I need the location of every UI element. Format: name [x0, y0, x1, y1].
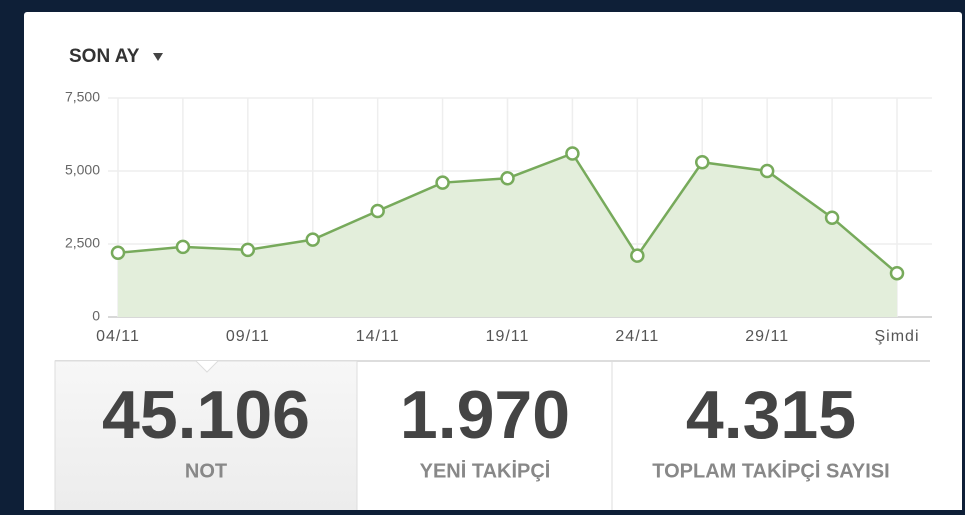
- x-tick-label: 14/11: [356, 328, 400, 345]
- stat-value: 1.970: [400, 377, 570, 453]
- point: [759, 163, 775, 179]
- x-tick-label: 29/11: [745, 328, 789, 345]
- stats: 45.106 NOT 1.970 YENİ TAKİPÇİ 4.315 TOPLAM TA…: [102, 377, 890, 482]
- point: [500, 171, 515, 186]
- area: [118, 153, 897, 317]
- chart: 0 2,500 5,000 7,500 04/11 09/11 14/11 19/11 24/1…: [65, 89, 932, 345]
- pointer: [195, 360, 219, 373]
- point: [240, 242, 256, 258]
- x-tick-label: 24/11: [615, 328, 659, 345]
- point: [175, 239, 191, 255]
- point: [435, 175, 450, 190]
- point: [695, 154, 710, 170]
- x-tick-label: 19/11: [486, 328, 530, 345]
- point: [630, 248, 645, 263]
- point: [565, 146, 580, 161]
- point: [370, 203, 385, 219]
- period-dropdown[interactable]: SON AY: [69, 46, 140, 67]
- dropdown-arrow[interactable]: [153, 53, 163, 61]
- stat-value: 4.315: [686, 377, 856, 453]
- stat-label: YENİ TAKİPÇİ: [420, 459, 551, 482]
- y-tick-label: 2,500: [65, 235, 100, 251]
- stat-label: NOT: [185, 460, 227, 482]
- point: [824, 210, 840, 225]
- y-tick-label: 7,500: [65, 89, 100, 105]
- x-tick-label: Şimdi: [874, 328, 919, 345]
- stat-label: TOPLAM TAKİPÇİ SAYISI: [652, 459, 889, 482]
- stat-selected-bg: [54, 360, 358, 512]
- y-tick-label: 0: [92, 308, 100, 324]
- x-tick-label: 09/11: [226, 328, 270, 345]
- point: [110, 245, 126, 261]
- stat-value: 45.106: [102, 377, 310, 453]
- point: [305, 232, 320, 247]
- x-tick-label: 04/11: [96, 328, 140, 345]
- point: [889, 265, 905, 281]
- y-tick-label: 5,000: [65, 162, 100, 178]
